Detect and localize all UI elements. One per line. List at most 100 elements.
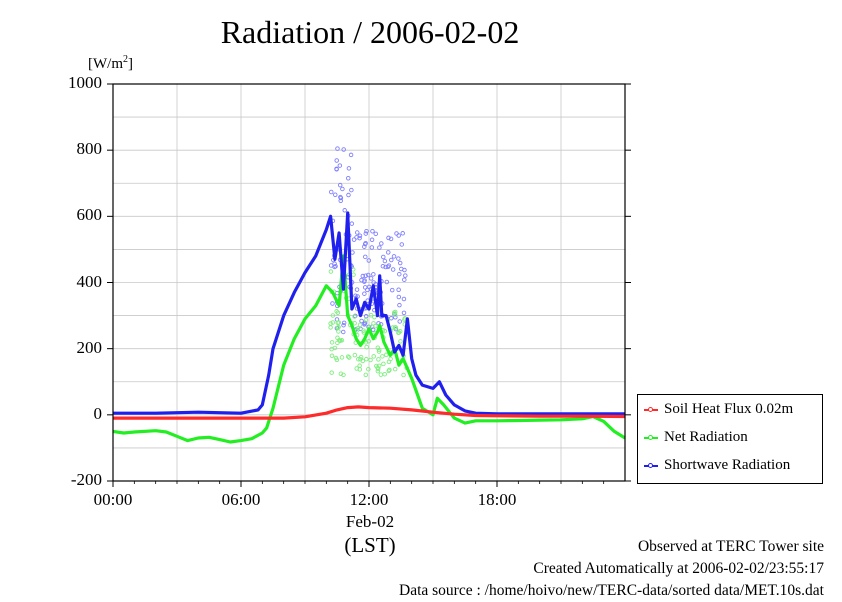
- shortwave-scatter-point: [373, 231, 379, 237]
- shortwave-scatter-point: [341, 147, 346, 152]
- shortwave-scatter-point: [341, 322, 346, 328]
- net-scatter-point: [375, 368, 381, 374]
- shortwave-scatter-point: [340, 186, 345, 192]
- shortwave-radiation-line: [113, 211, 625, 416]
- shortwave-scatter-point: [346, 192, 351, 198]
- net-scatter-point: [371, 321, 376, 326]
- net-scatter-point: [335, 325, 340, 331]
- net-scatter-point: [398, 339, 403, 344]
- shortwave-scatter-point: [337, 163, 343, 168]
- net-scatter-point: [357, 363, 362, 368]
- net-scatter-point: [339, 355, 345, 360]
- net-scatter-point: [355, 325, 361, 331]
- shortwave-scatter-point: [397, 271, 402, 277]
- shortwave-scatter-point: [397, 302, 402, 308]
- net-scatter-point: [330, 313, 336, 318]
- net-scatter-point: [372, 314, 377, 320]
- net-scatter-point: [330, 320, 336, 325]
- x-tick-label: 00:00: [93, 490, 133, 509]
- shortwave-scatter-point: [389, 257, 394, 263]
- shortwave-scatter-point: [369, 237, 375, 243]
- shortwave-scatter-point: [359, 318, 364, 324]
- net-scatter-point: [338, 338, 343, 343]
- shortwave-scatter-point: [379, 241, 384, 246]
- shortwave-scatter-point: [383, 264, 388, 270]
- net-scatter-point: [336, 329, 341, 334]
- legend: Soil Heat Flux 0.02m Net Radiation Short…: [637, 394, 823, 484]
- shortwave-scatter-point: [380, 263, 386, 269]
- shortwave-scatter-point: [363, 231, 369, 236]
- legend-label-shortwave: Shortwave Radiation: [664, 457, 791, 473]
- y-tick-label: 0: [93, 403, 103, 423]
- net-scatter-point: [345, 354, 351, 359]
- shortwave-scatter-point: [366, 258, 372, 263]
- footer-info: Observed at TERC Tower site Created Auto…: [399, 536, 824, 602]
- y-tick-label: 800: [76, 139, 103, 159]
- net-scatter-point: [364, 356, 369, 362]
- shortwave-scatter-point: [340, 329, 346, 335]
- x-tick-label: 06:00: [221, 490, 261, 509]
- shortwave-scatter-point: [330, 301, 335, 306]
- shortwave-scatter-point: [403, 273, 408, 278]
- shortwave-scatter-point: [366, 272, 371, 278]
- shortwave-scatter-point: [388, 236, 394, 242]
- shortwave-scatter-point: [381, 254, 386, 260]
- net-scatter-point: [358, 357, 363, 362]
- shortwave-scatter-point: [354, 230, 360, 235]
- timezone-label: (LST): [344, 533, 396, 557]
- net-scatter-point: [358, 354, 364, 360]
- shortwave-scatter-point: [363, 273, 368, 278]
- y-tick-label: 600: [76, 205, 103, 225]
- shortwave-scatter-point: [377, 245, 382, 250]
- shortwave-scatter-point: [389, 315, 394, 321]
- shortwave-scatter-point: [402, 277, 407, 282]
- net-scatter-point: [364, 344, 369, 350]
- net-scatter-point: [332, 345, 338, 351]
- shortwave-scatter-point: [338, 198, 343, 204]
- shortwave-scatter-point: [391, 254, 397, 259]
- net-scatter-point: [366, 339, 371, 344]
- net-scatter-point: [346, 355, 352, 360]
- net-scatter-point: [352, 314, 357, 319]
- net-scatter-point: [354, 366, 359, 371]
- shortwave-scatter-point: [350, 250, 355, 255]
- net-scatter-point: [382, 371, 387, 377]
- y-tick-label: 400: [76, 271, 103, 291]
- shortwave-scatter-point: [400, 231, 405, 236]
- shortwave-scatter-point: [334, 166, 339, 172]
- net-scatter-point: [384, 352, 389, 358]
- shortwave-scatter-point: [349, 221, 355, 226]
- legend-label-soil: Soil Heat Flux 0.02m: [664, 401, 794, 417]
- shortwave-scatter-point: [337, 182, 343, 188]
- y-tick-label: 1000: [68, 73, 102, 92]
- shortwave-scatter-point: [328, 189, 334, 195]
- legend-item-shortwave: Shortwave Radiation: [644, 457, 790, 479]
- shortwave-scatter-point: [396, 294, 402, 300]
- net-scatter-point: [382, 328, 388, 334]
- shortwave-scatter-point: [346, 166, 352, 171]
- net-scatter-point: [363, 372, 369, 378]
- shortwave-scatter-point: [362, 241, 368, 247]
- shortwave-scatter-point: [353, 293, 358, 298]
- shortwave-scatter-point: [338, 195, 344, 201]
- net-scatter-point: [334, 309, 339, 314]
- net-scatter-point: [329, 353, 335, 359]
- net-scatter-point: [354, 328, 360, 333]
- legend-swatch-net: [644, 434, 658, 440]
- shortwave-scatter-point: [384, 279, 390, 285]
- net-scatter-point: [356, 356, 361, 362]
- shortwave-scatter-point: [401, 310, 407, 316]
- net-scatter-point: [392, 366, 398, 372]
- net-scatter-point: [335, 320, 340, 326]
- y-tick-label: -200: [70, 470, 102, 489]
- shortwave-scatter-point: [357, 233, 363, 238]
- shortwave-scatter-point: [359, 277, 364, 283]
- shortwave-scatter-point: [386, 235, 391, 241]
- net-scatter-point: [329, 340, 335, 345]
- shortwave-scatter-point: [370, 229, 375, 234]
- shortwave-scatter-point: [348, 152, 354, 158]
- shortwave-scatter-point: [402, 267, 407, 273]
- shortwave-scatter-point: [333, 192, 338, 197]
- net-scatter-point: [352, 352, 358, 358]
